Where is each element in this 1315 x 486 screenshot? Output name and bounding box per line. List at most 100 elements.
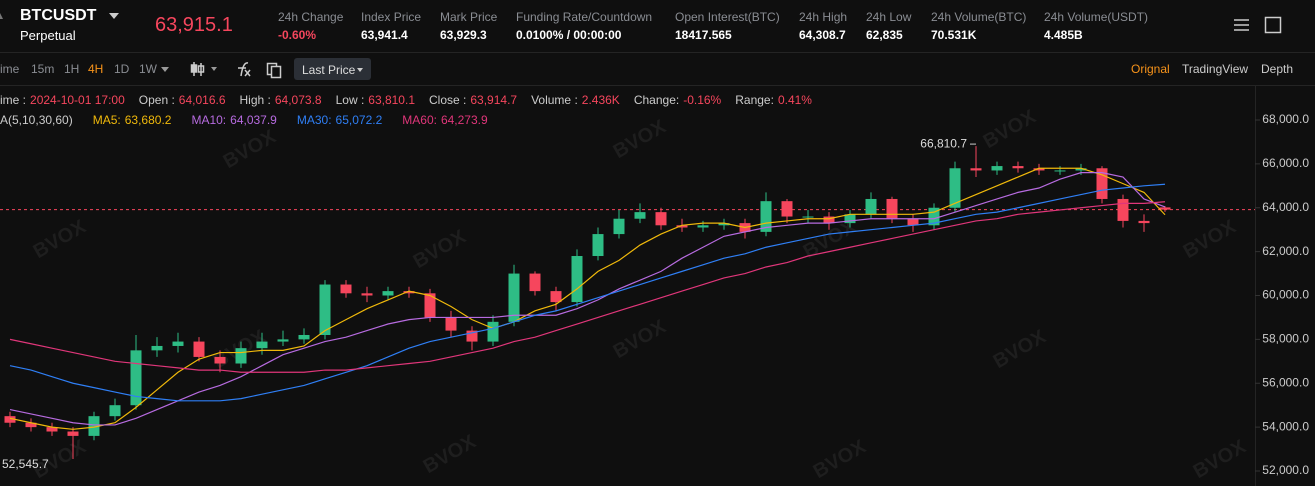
watermark: BVOX <box>220 125 281 173</box>
watermark: BVOX <box>610 115 671 163</box>
interval-option[interactable]: 15m <box>31 62 55 76</box>
stat-label: 24h High <box>799 10 848 24</box>
stat-label: Index Price <box>361 10 422 24</box>
candle-body <box>655 212 667 226</box>
candle-body <box>151 345 163 351</box>
candle-body <box>46 427 58 432</box>
y-tick-label: 68,000.0 <box>1262 112 1309 126</box>
info-value: 0.41% <box>777 93 812 107</box>
copy-icon[interactable] <box>266 62 282 79</box>
interval-option[interactable]: 1W <box>139 62 157 76</box>
view-option[interactable]: TradingView <box>1182 62 1249 76</box>
legend-value: 63,680.2 <box>124 113 172 127</box>
stat-label: Mark Price <box>440 10 498 24</box>
y-tick-label: 52,000.0 <box>1262 463 1309 477</box>
candle-body <box>67 431 79 436</box>
candle-type-icon[interactable] <box>190 62 205 76</box>
view-option[interactable]: Orignal <box>1131 62 1170 76</box>
ma-line <box>9 183 1166 402</box>
interval-option[interactable]: 1H <box>64 62 80 76</box>
interval-option[interactable]: 4H <box>88 62 104 76</box>
favorite-star[interactable] <box>0 13 3 19</box>
ma-legend: A(5,10,30,60) MA5: 63,680.2 MA10: 64,037.9 MA… <box>0 113 508 127</box>
candle-type-dropdown[interactable] <box>211 67 217 71</box>
price-mode-dropdown[interactable] <box>357 68 363 72</box>
candle-body <box>802 216 814 218</box>
candle-body <box>361 293 373 296</box>
watermark: BVOX <box>30 215 91 263</box>
price-mode-button[interactable] <box>294 58 371 80</box>
stat-value: 64,308.7 <box>799 28 846 42</box>
info-label: Open : <box>138 93 175 107</box>
candle-body <box>424 293 436 318</box>
watermark: BVOX <box>420 430 481 478</box>
legend-name: MA30: <box>296 113 332 127</box>
layout-icon[interactable] <box>1264 16 1282 34</box>
settings-icon[interactable] <box>1234 19 1249 31</box>
interval-dropdown[interactable] <box>161 67 169 72</box>
candle-body <box>1012 166 1024 169</box>
candle-body <box>949 168 961 208</box>
stat-value: 18417.565 <box>675 28 732 42</box>
candle-body <box>1054 170 1066 172</box>
candle-body <box>823 216 835 224</box>
stat-value: 0.0100% / 00:00:00 <box>516 28 622 42</box>
indicator-icon[interactable] <box>238 62 251 77</box>
y-tick-label: 66,000.0 <box>1262 156 1309 170</box>
stat-label: 24h Change <box>278 10 344 24</box>
interval-option[interactable]: 1D <box>114 62 130 76</box>
candle-body <box>991 166 1003 171</box>
legend-name: MA5: <box>92 113 121 127</box>
info-label: ime : <box>0 93 27 107</box>
max-label: 66,810.7 <box>920 136 967 150</box>
ma-line <box>9 172 1166 426</box>
stat-value: -0.60% <box>278 28 317 42</box>
info-value: -0.16% <box>683 93 722 107</box>
info-value: 64,073.8 <box>274 93 322 107</box>
stat-label: 24h Low <box>866 10 912 24</box>
watermark: BVOX <box>990 325 1051 373</box>
candle-body <box>970 168 982 171</box>
candle-body <box>508 273 520 322</box>
candle-body <box>718 223 730 226</box>
watermark: BVOX <box>610 315 671 363</box>
symbol-dropdown[interactable] <box>109 13 119 19</box>
candle-info: ime :2024-10-01 17:00 Open :64,016.6 High … <box>0 93 826 107</box>
candle-body <box>445 317 457 331</box>
last-price: 63,915.1 <box>155 14 233 36</box>
candle-body <box>25 422 37 428</box>
candle-body <box>403 291 415 294</box>
candle-body <box>928 207 940 226</box>
candle-body <box>781 201 793 217</box>
candle-body <box>886 198 898 219</box>
info-label: High : <box>239 93 271 107</box>
candle-body <box>844 214 856 224</box>
candle-body <box>214 356 226 364</box>
stat-value: 70.531K <box>931 28 977 42</box>
symbol[interactable]: BTCUSDT <box>20 7 97 24</box>
y-tick-label: 58,000.0 <box>1262 332 1309 346</box>
info-value: 64,016.6 <box>178 93 226 107</box>
info-value: 63,914.7 <box>470 93 518 107</box>
stat-label: Open Interest(BTC) <box>675 10 780 24</box>
ma-line <box>9 167 1166 430</box>
view-option[interactable]: Depth <box>1261 62 1294 76</box>
candle-body <box>907 218 919 226</box>
candle-body <box>109 405 121 417</box>
candle-body <box>256 341 268 349</box>
candle-body <box>1075 168 1087 171</box>
stat-value: 4.485B <box>1044 28 1083 42</box>
price-mode[interactable]: Last Price <box>302 63 356 77</box>
watermark: BVOX <box>410 225 471 273</box>
candle-body <box>88 416 100 436</box>
info-label: Range: <box>735 93 774 107</box>
stat-value: 63,941.4 <box>361 28 408 42</box>
legend-value: 64,273.9 <box>440 113 488 127</box>
info-label: Low : <box>335 93 365 107</box>
watermark: BVOX <box>1180 215 1241 263</box>
interval-option[interactable]: ime <box>0 62 20 76</box>
candle-body <box>550 291 562 303</box>
candle-body <box>382 291 394 296</box>
y-tick-label: 56,000.0 <box>1262 375 1309 389</box>
